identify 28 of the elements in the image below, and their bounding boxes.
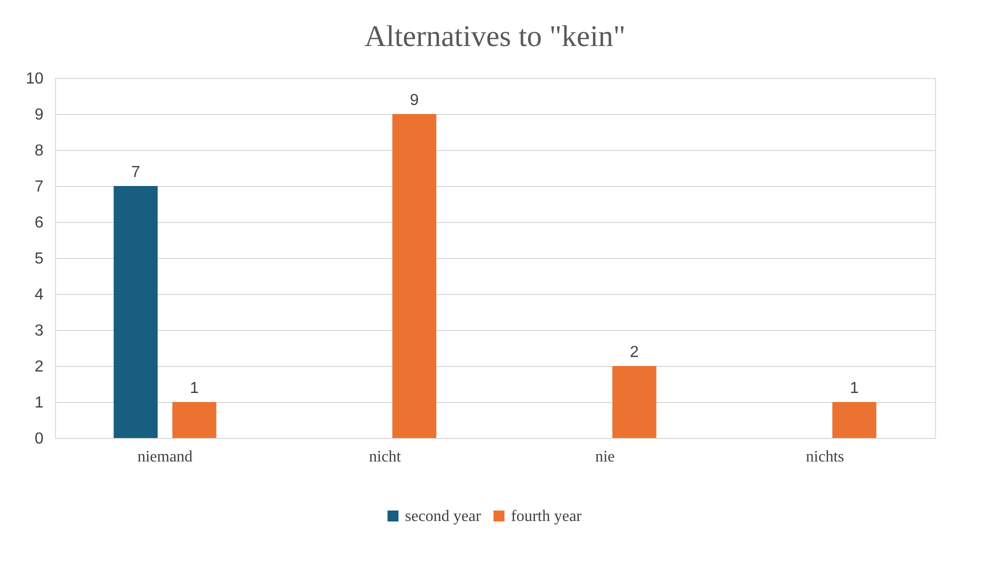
legend-label: fourth year bbox=[511, 508, 582, 525]
x-tick-label: nichts bbox=[806, 448, 844, 466]
y-tick-label: 6 bbox=[34, 214, 44, 232]
bar bbox=[612, 366, 656, 438]
y-tick-label: 1 bbox=[34, 394, 44, 412]
y-tick-label: 0 bbox=[34, 430, 44, 448]
data-label: 2 bbox=[630, 344, 639, 361]
y-tick-label: 7 bbox=[34, 178, 44, 196]
data-label: 9 bbox=[410, 92, 419, 109]
y-tick-label: 4 bbox=[34, 286, 44, 304]
chart-title: Alternatives to "kein" bbox=[364, 20, 626, 53]
bar bbox=[114, 186, 158, 438]
bar bbox=[832, 402, 876, 438]
y-tick-label: 8 bbox=[34, 142, 44, 160]
x-tick-label: nicht bbox=[369, 448, 402, 466]
y-tick-label: 2 bbox=[34, 358, 44, 376]
y-tick-label: 10 bbox=[26, 70, 44, 88]
x-tick-label: nie bbox=[595, 448, 615, 466]
y-tick-label: 5 bbox=[34, 250, 44, 268]
bar bbox=[172, 402, 216, 438]
data-label: 1 bbox=[850, 380, 859, 397]
x-tick-label: niemand bbox=[137, 448, 193, 466]
legend-label: second year bbox=[405, 508, 482, 525]
bar bbox=[392, 114, 436, 438]
y-tick-label: 9 bbox=[34, 106, 44, 124]
data-label: 1 bbox=[190, 380, 199, 397]
data-label: 7 bbox=[131, 164, 140, 181]
y-tick-label: 3 bbox=[34, 322, 44, 340]
